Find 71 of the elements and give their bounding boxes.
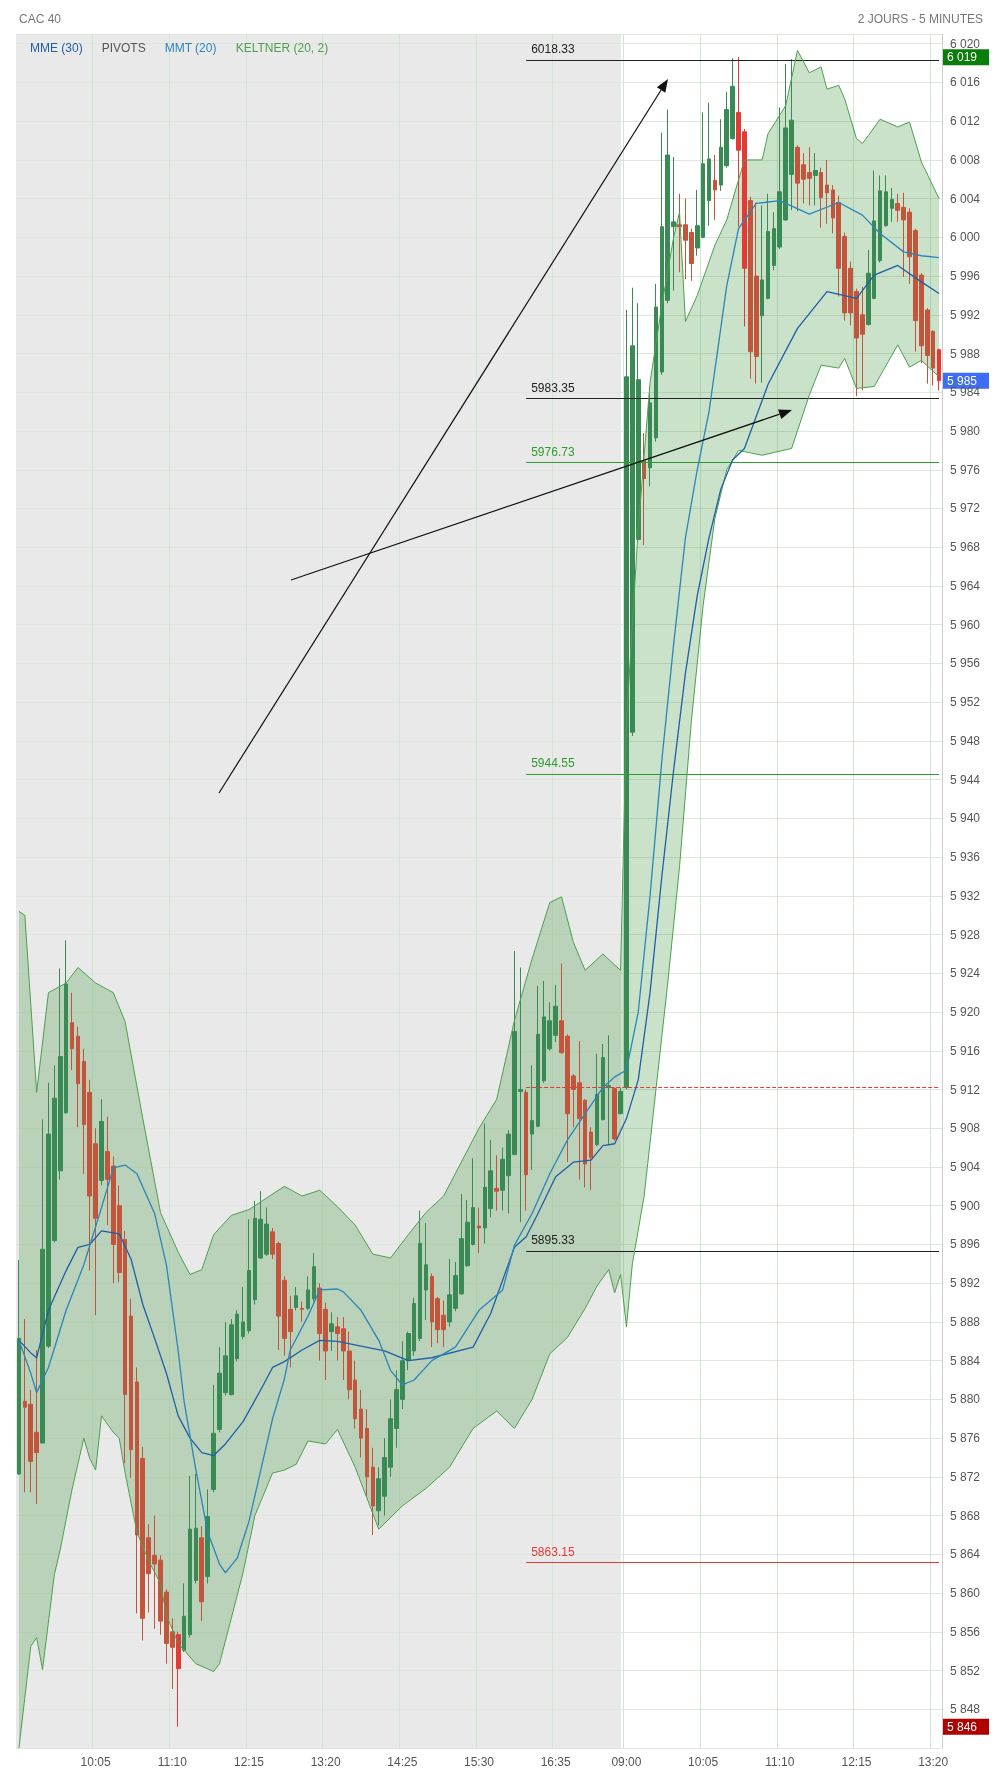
y-tick-label: 5 952 (950, 695, 981, 710)
y-tick-label: 5 988 (950, 346, 981, 361)
x-tick-label: 12:15 (841, 1755, 872, 1769)
ref-line-label: 5976.73 (531, 444, 575, 459)
text: 6 019 (947, 50, 978, 65)
x-tick-label: 10:05 (80, 1755, 111, 1769)
ref-line-label: 5944.55 (531, 756, 575, 771)
y-tick-label: 5 984 (950, 385, 981, 400)
y-tick-label: 5 924 (950, 966, 981, 981)
y-tick-label: 5 872 (950, 1469, 981, 1484)
ref-line-label: 5895.33 (531, 1232, 575, 1247)
y-tick-label: 5 896 (950, 1237, 981, 1252)
y-tick-label: 6 016 (950, 75, 981, 90)
y-tick-label: 5 908 (950, 1121, 981, 1136)
x-tick-label: 13:20 (310, 1755, 341, 1769)
y-tick-label: 5 928 (950, 927, 981, 942)
y-tick-label: 5 960 (950, 617, 981, 632)
text: 5 846 (947, 1719, 978, 1734)
y-tick-label: 5 944 (950, 772, 981, 787)
y-tick-label: 5 948 (950, 733, 981, 748)
y-tick-label: 5 956 (950, 656, 981, 671)
y-tick-label: 6 012 (950, 114, 981, 129)
x-tick-label: 10:05 (688, 1755, 719, 1769)
y-tick-label: 5 860 (950, 1586, 981, 1601)
y-tick-label: 5 940 (950, 811, 981, 826)
x-tick-label: 15:30 (463, 1755, 495, 1769)
y-tick-label: 5 964 (950, 578, 981, 593)
y-tick-label: 5 892 (950, 1276, 981, 1291)
y-tick-label: 5 972 (950, 501, 981, 516)
y-tick-label: 5 976 (950, 462, 981, 477)
ref-line-label: 5863.15 (531, 1544, 575, 1559)
y-tick-label: 5 900 (950, 1198, 981, 1213)
y-tick-label: 6 000 (950, 230, 981, 245)
x-tick-label: 13:20 (918, 1755, 949, 1769)
x-tick-label: 16:35 (540, 1755, 572, 1769)
y-tick-label: 5 852 (950, 1663, 981, 1678)
y-tick-label: 5 864 (950, 1547, 981, 1562)
text: MMT (20) (164, 41, 217, 55)
y-tick-label: 5 936 (950, 850, 981, 865)
y-tick-label: 5 916 (950, 1043, 981, 1058)
y-tick-label: 5 856 (950, 1624, 981, 1639)
y-tick-label: 5 968 (950, 540, 981, 555)
text: 5 985 (947, 373, 978, 388)
y-tick-label: 6 008 (950, 152, 981, 167)
y-tick-label: 5 868 (950, 1508, 981, 1523)
y-tick-label: 5 876 (950, 1431, 981, 1446)
chart-title: CAC 40 (19, 12, 62, 26)
y-tick-label: 5 932 (950, 888, 981, 903)
y-tick-label: 5 920 (950, 1005, 981, 1020)
y-tick-label: 5 980 (950, 424, 981, 439)
y-tick-label: 5 848 (950, 1702, 981, 1717)
x-tick-label: 14:25 (387, 1755, 418, 1769)
x-tick-label: 11:10 (157, 1755, 188, 1769)
ref-line-label: 5983.35 (531, 380, 575, 395)
ref-line-label: 6018.33 (531, 41, 575, 56)
y-tick-label: 5 904 (950, 1159, 981, 1174)
y-tick-label: 6 004 (950, 191, 981, 206)
y-tick-label: 6 020 (950, 36, 981, 51)
y-tick-label: 5 912 (950, 1082, 981, 1097)
y-tick-label: 5 880 (950, 1392, 981, 1407)
x-tick-label: 12:15 (233, 1755, 265, 1769)
text: KELTNER (20, 2) (235, 41, 329, 55)
y-tick-label: 5 992 (950, 307, 981, 322)
x-tick-label: 09:00 (611, 1755, 642, 1769)
y-tick-label: 5 884 (950, 1353, 981, 1368)
annotation: PIVOTS (101, 41, 146, 55)
chart-subtitle: 2 JOURS - 5 MINUTES (857, 12, 984, 26)
text: MME (30) (30, 41, 83, 55)
y-tick-label: 5 996 (950, 269, 981, 284)
y-tick-label: 5 888 (950, 1314, 981, 1329)
x-tick-label: 11:10 (765, 1755, 795, 1769)
